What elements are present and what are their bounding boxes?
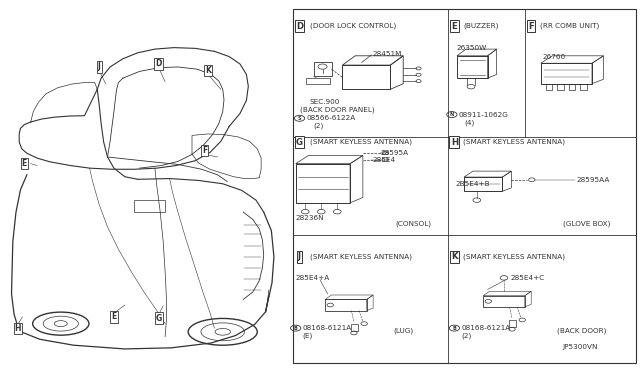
Text: (2): (2) [461,333,472,339]
Bar [293,9,636,363]
Text: (GLOVE BOX): (GLOVE BOX) [563,221,611,227]
Bar [557,84,564,90]
Text: H: H [451,138,458,147]
Bar [509,320,516,327]
Text: D: D [296,22,303,31]
Text: J: J [298,252,301,261]
Bar [457,56,488,78]
Text: 28236N: 28236N [296,215,324,221]
Text: (2): (2) [314,122,324,129]
Text: (RR COMB UNIT): (RR COMB UNIT) [540,23,600,29]
Text: K: K [451,252,458,261]
Bar [541,63,592,84]
Text: (4): (4) [465,119,475,126]
Bar [342,65,390,89]
Text: H: H [15,324,21,333]
Text: 2B5E4+B: 2B5E4+B [456,181,490,187]
Bar [351,324,358,331]
Text: (CONSOL): (CONSOL) [396,221,431,227]
Text: 26760: 26760 [543,54,566,60]
Text: (BACK DOOR PANEL): (BACK DOOR PANEL) [300,106,374,113]
Text: D: D [156,60,162,68]
Text: 28595A: 28595A [381,150,409,156]
Text: (SMART KEYLESS ANTENNA): (SMART KEYLESS ANTENNA) [310,253,412,260]
Text: E: E [111,312,116,321]
Bar [134,200,165,212]
Text: G: G [296,138,303,147]
Text: G: G [156,314,162,323]
Bar [580,84,587,90]
Text: 08911-1062G: 08911-1062G [459,112,509,118]
Text: 08168-6121A: 08168-6121A [461,325,511,331]
Text: (LUG): (LUG) [394,327,413,334]
Text: 08566-6122A: 08566-6122A [307,115,356,121]
Text: (SMART KEYLESS ANTENNA): (SMART KEYLESS ANTENNA) [463,253,565,260]
Text: S: S [298,116,301,121]
Bar [314,62,332,76]
Text: JP5300VN: JP5300VN [562,344,597,350]
Text: (DOOR LOCK CONTROL): (DOOR LOCK CONTROL) [310,23,396,29]
Bar [296,164,350,203]
Text: (SMART KEYLESS ANTENNA): (SMART KEYLESS ANTENNA) [463,139,565,145]
Text: F: F [202,146,207,155]
Text: 08168-6121A: 08168-6121A [303,325,352,331]
Bar [464,177,502,191]
Bar [546,84,552,90]
Text: B: B [452,326,456,331]
Text: F: F [529,22,534,31]
Text: 26350W: 26350W [457,45,487,51]
Bar [483,296,525,307]
Text: (SMART KEYLESS ANTENNA): (SMART KEYLESS ANTENNA) [310,139,412,145]
Text: (BUZZER): (BUZZER) [463,23,499,29]
Text: E: E [452,22,457,31]
Text: 285E4+A: 285E4+A [296,275,330,281]
Text: B: B [294,326,298,331]
Bar [569,84,575,90]
Text: 28451M: 28451M [372,51,402,57]
Text: K: K [205,66,211,75]
Text: J: J [98,62,100,71]
Text: (E): (E) [303,333,313,339]
Bar [325,299,367,311]
Text: 285E4+C: 285E4+C [511,275,545,281]
Text: 28595AA: 28595AA [576,177,609,183]
Text: SEC.900: SEC.900 [309,99,339,105]
Text: 285E4: 285E4 [372,157,396,163]
Text: N: N [450,112,454,117]
Bar [306,78,330,84]
Text: E: E [22,159,27,168]
Text: (BACK DOOR): (BACK DOOR) [557,327,606,334]
